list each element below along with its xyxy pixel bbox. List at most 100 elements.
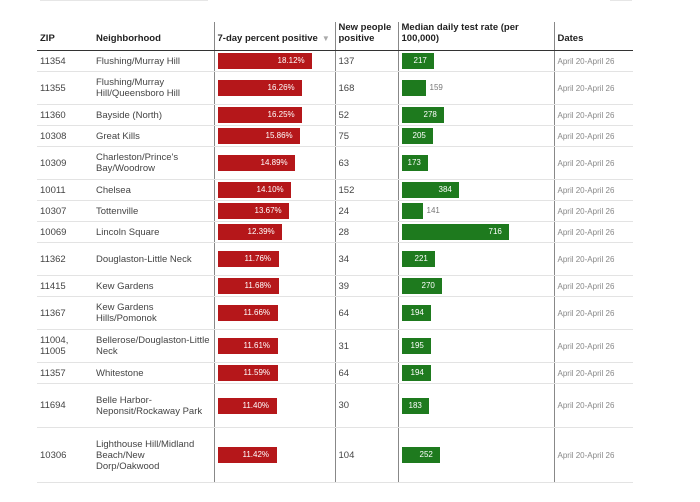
percent-positive-cell: 14.89% (213, 146, 335, 180)
dates-cell: April 20-April 26 (553, 104, 633, 126)
new-positive-cell: 168 (334, 71, 398, 105)
percent-positive-bar (217, 278, 279, 294)
dates-cell: April 20-April 26 (553, 329, 633, 363)
new-positive-cell: 39 (334, 275, 398, 297)
test-rate-cell: 217 (397, 50, 554, 72)
column-header-dates-label: Dates (557, 33, 584, 44)
test-rate-bar (401, 251, 435, 267)
triangle-down-icon: ▼ (321, 34, 330, 43)
test-rate-bar (401, 203, 423, 219)
column-header-new-positive[interactable]: New people positive (334, 22, 398, 51)
dates-cell: April 20-April 26 (553, 362, 633, 384)
percent-positive-bar (217, 203, 289, 219)
test-rate-cell: 278 (397, 104, 554, 126)
column-header-percent-positive-label: 7-day percent positive (217, 33, 318, 44)
column-header-percent-positive[interactable]: 7-day percent positive ▼ (213, 22, 335, 51)
table-row: 10308 Great Kills 15.86% 75 205 April 20-Apri… (37, 125, 633, 147)
table-row: 11367 Kew Gardens Hills/Pomonok 11.66% 64 19… (37, 296, 633, 330)
zip-cell: 11360 (37, 104, 93, 126)
new-positive-cell: 75 (334, 125, 398, 147)
zip-cell: 10069 (37, 221, 93, 243)
percent-positive-label: 11.42% (242, 450, 270, 459)
new-positive-cell: 137 (334, 50, 398, 72)
percent-positive-cell: 11.42% (213, 427, 335, 483)
zip-cell: 11355 (37, 71, 93, 105)
new-positive-cell: 34 (334, 242, 398, 276)
test-rate-label: 205 (412, 131, 426, 140)
test-rate-label: 173 (407, 158, 421, 167)
dates-cell: April 20-April 26 (553, 427, 633, 483)
new-positive-cell: 64 (334, 362, 398, 384)
zip-positivity-table: ZIP Neighborhood 7-day percent positive ▼… (37, 22, 633, 483)
test-rate-label: 159 (429, 83, 443, 92)
table-row: 10069 Lincoln Square 12.39% 28 716 April 20-A… (37, 221, 633, 243)
test-rate-bar (401, 182, 459, 198)
percent-positive-bar (217, 251, 279, 267)
percent-positive-cell: 11.76% (213, 242, 335, 276)
percent-positive-bar (217, 107, 302, 123)
test-rate-label: 384 (438, 185, 452, 194)
table-row: 11362 Douglaston-Little Neck 11.76% 34 221 Ap… (37, 242, 633, 276)
dates-cell: April 20-April 26 (553, 179, 633, 201)
percent-positive-label: 13.67% (254, 206, 282, 215)
neighborhood-cell: Chelsea (93, 179, 214, 201)
column-header-dates[interactable]: Dates (553, 22, 633, 51)
zip-cell: 11354 (37, 50, 93, 72)
zip-cell: 11362 (37, 242, 93, 276)
new-positive-cell: 64 (334, 296, 398, 330)
test-rate-bar (401, 53, 434, 69)
neighborhood-cell: Flushing/Murray Hill/Queensboro Hill (93, 71, 214, 105)
percent-positive-label: 12.39% (247, 227, 275, 236)
neighborhood-cell: Tottenville (93, 200, 214, 222)
neighborhood-cell: Belle Harbor-Neponsit/Rockaway Park (93, 383, 214, 428)
percent-positive-bar (217, 224, 282, 240)
percent-positive-cell: 13.67% (213, 200, 335, 222)
percent-positive-bar (217, 365, 278, 381)
zip-cell: 10308 (37, 125, 93, 147)
test-rate-bar (401, 397, 429, 414)
percent-positive-cell: 11.68% (213, 275, 335, 297)
test-rate-bar (401, 80, 426, 96)
table-row: 10309 Charleston/Prince's Bay/Woodrow 14.8… (37, 146, 633, 180)
new-positive-cell: 152 (334, 179, 398, 201)
dates-cell: April 20-April 26 (553, 221, 633, 243)
column-header-zip-label: ZIP (40, 33, 55, 44)
zip-cell: 11367 (37, 296, 93, 330)
zip-cell: 11357 (37, 362, 93, 384)
test-rate-bar (401, 107, 444, 123)
table-body: 11354 Flushing/Murray Hill 18.12% 137 217 Apr… (37, 50, 633, 483)
percent-positive-bar (217, 155, 295, 171)
dates-cell: April 20-April 26 (553, 242, 633, 276)
percent-positive-label: 11.66% (243, 308, 271, 317)
table-row: 11355 Flushing/Murray Hill/Queensboro Hil… (37, 71, 633, 105)
new-positive-cell: 31 (334, 329, 398, 363)
test-rate-cell: 195 (397, 329, 554, 363)
test-rate-cell: 252 (397, 427, 554, 483)
test-rate-cell: 173 (397, 146, 554, 180)
neighborhood-cell: Charleston/Prince's Bay/Woodrow (93, 146, 214, 180)
neighborhood-cell: Douglaston-Little Neck (93, 242, 214, 276)
test-rate-label: 141 (426, 206, 440, 215)
test-rate-label: 194 (410, 308, 424, 317)
dates-cell: April 20-April 26 (553, 146, 633, 180)
column-header-neighborhood[interactable]: Neighborhood (93, 22, 214, 51)
column-header-zip[interactable]: ZIP (37, 22, 93, 51)
percent-positive-bar (217, 338, 278, 354)
neighborhood-cell: Great Kills (93, 125, 214, 147)
zip-cell: 10307 (37, 200, 93, 222)
percent-positive-cell: 16.26% (213, 71, 335, 105)
percent-positive-label: 11.61% (243, 341, 271, 350)
top-divider-right (610, 0, 632, 1)
percent-positive-bar (217, 305, 278, 321)
percent-positive-label: 14.89% (260, 158, 288, 167)
percent-positive-cell: 16.25% (213, 104, 335, 126)
percent-positive-label: 11.59% (243, 368, 271, 377)
column-header-test-rate[interactable]: Median daily test rate (per 100,000) (397, 22, 554, 51)
test-rate-label: 716 (488, 227, 502, 236)
new-positive-cell: 52 (334, 104, 398, 126)
percent-positive-bar (217, 80, 302, 96)
dates-cell: April 20-April 26 (553, 50, 633, 72)
test-rate-label: 270 (421, 281, 435, 290)
test-rate-label: 217 (413, 56, 427, 65)
test-rate-label: 195 (410, 341, 424, 350)
